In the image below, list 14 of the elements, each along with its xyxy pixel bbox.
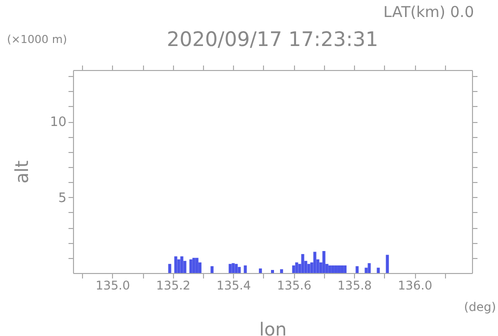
text: LAT(km) 0.0 [383,3,474,21]
x-tick-label: 135.6 [276,278,312,292]
x-tick-label: 135.4 [216,278,251,292]
y-axis-title: alt [12,160,33,184]
x-axis-title: lon [259,320,287,336]
y-tick-label: 10 [50,115,66,130]
text: (deg) [464,300,496,314]
x-tick-label: 136.0 [398,278,432,292]
y-tick-label: 5 [58,190,66,206]
x-tick-label: 135.8 [337,278,372,292]
x-tick-label: 135.2 [156,278,190,292]
x-tick-label: 135.0 [96,278,130,292]
text: (×1000 m) [6,33,68,46]
chart-title: 2020/09/17 17:23:31 [166,27,378,51]
